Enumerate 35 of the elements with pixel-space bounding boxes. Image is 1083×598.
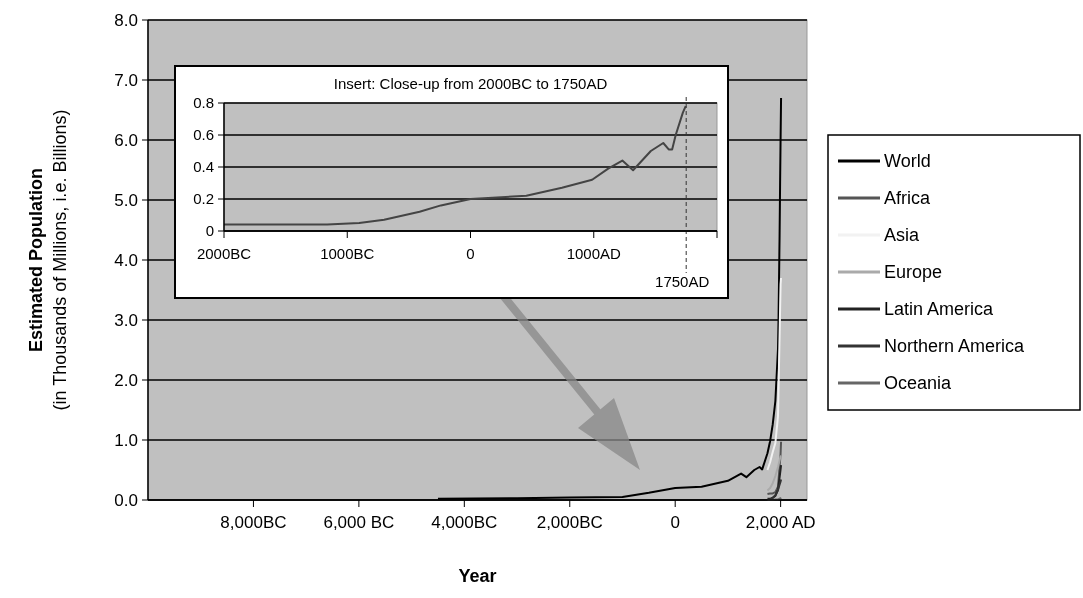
y-tick-label: 1.0 — [114, 430, 138, 450]
y-tick-label: 0.0 — [114, 490, 138, 510]
y-tick-label: 3.0 — [114, 310, 138, 330]
x-tick-label: 2,000BC — [536, 513, 603, 532]
y-tick-label: 0.6 — [193, 126, 214, 144]
ref-line-label: 1750AD — [655, 273, 710, 290]
x-tick-label: 2,000 AD — [745, 513, 816, 532]
y-tick-label: 5.0 — [114, 190, 138, 210]
y-tick-label: 6.0 — [114, 130, 138, 150]
legend-label: World — [884, 151, 931, 172]
y-tick-label: 7.0 — [114, 70, 138, 90]
x-tick-label: 1000BC — [320, 245, 375, 262]
chart-title: Insert: Close-up from 2000BC to 1750AD — [333, 75, 608, 92]
x-tick-label: 6,000 BC — [323, 513, 395, 532]
y-tick-label: 4.0 — [114, 250, 138, 270]
y-tick-label: 0.8 — [193, 94, 214, 112]
x-tick-label: 8,000BC — [220, 513, 287, 532]
x-tick-label: 1000AD — [566, 245, 622, 262]
x-tick-label: 2000BC — [196, 245, 252, 262]
x-tick-label: 0 — [466, 245, 475, 262]
y-tick-label: 8.0 — [114, 10, 138, 30]
y-tick-label: 0 — [205, 222, 214, 240]
legend-label: Asia — [884, 225, 920, 246]
legend-label: Africa — [884, 188, 931, 209]
y-axis-title: Estimated Population (in Thousands of Millions, i.e. Billions) — [26, 109, 70, 411]
x-axis-title: Year — [458, 566, 497, 586]
x-tick-label: 0 — [670, 513, 680, 532]
legend-label: Europe — [884, 262, 943, 283]
y-tick-label: 0.2 — [193, 190, 214, 208]
x-tick-label: 4,000BC — [431, 513, 498, 532]
legend-label: Latin America — [884, 299, 995, 320]
legend-label: Northern America — [884, 336, 1026, 357]
y-tick-label: 2.0 — [114, 370, 138, 390]
legend-label: Oceania — [884, 373, 953, 394]
y-tick-label: 0.4 — [193, 158, 214, 176]
